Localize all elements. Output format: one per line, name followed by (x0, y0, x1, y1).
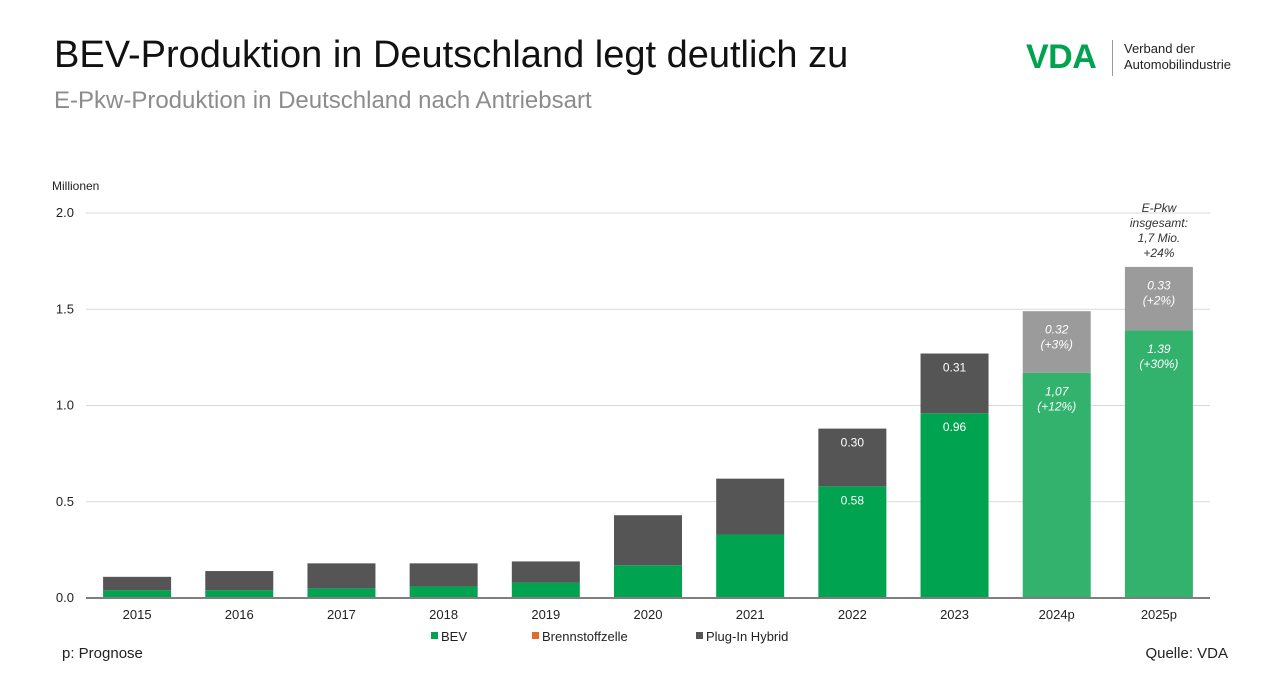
logo-text-line2: Automobilindustrie (1124, 57, 1231, 72)
total-annotation: E-Pkw (1142, 201, 1178, 215)
bar-bev-2020 (614, 565, 682, 598)
bar-bev-2024p (1022, 372, 1091, 598)
bar-phev-2020 (614, 515, 682, 566)
y-axis-label: Millionen (52, 179, 99, 193)
x-tick-label: 2019 (531, 607, 560, 622)
data-label-phev: (+3%) (1041, 338, 1073, 352)
data-label-phev: 0.33 (1147, 278, 1171, 292)
bar-bev-2017 (307, 588, 376, 598)
legend-label: Brennstoffzelle (542, 629, 628, 644)
data-label-bev: 1.39 (1147, 342, 1171, 356)
legend-label: Plug-In Hybrid (706, 629, 788, 644)
legend-swatch (532, 632, 539, 639)
logo-text-line1: Verband der (1124, 41, 1195, 56)
data-label-phev: (+2%) (1143, 293, 1175, 307)
bar-phev-2025p (1124, 266, 1193, 331)
page-subtitle: E-Pkw-Produktion in Deutschland nach Ant… (54, 87, 592, 114)
y-tick-label: 2.0 (56, 205, 74, 220)
bar-phev-2019 (511, 561, 580, 583)
bar-bev-2021 (716, 534, 785, 598)
bar-phev-2022 (818, 428, 887, 487)
data-label-phev: 0.30 (841, 436, 865, 450)
total-annotation: 1,7 Mio. (1138, 231, 1181, 245)
bar-phev-2023 (920, 353, 989, 414)
bar-bev-2018 (409, 586, 478, 598)
x-tick-label: 2018 (429, 607, 458, 622)
bar-bev-2023 (920, 413, 989, 598)
total-annotation: +24% (1143, 246, 1174, 260)
bar-phev-2024p (1022, 311, 1091, 373)
bar-phev-2018 (409, 563, 478, 587)
data-label-phev: 0.32 (1045, 323, 1069, 337)
bar-bev-2025p (1124, 330, 1193, 598)
data-label-bev: 1,07 (1045, 384, 1070, 398)
y-tick-label: 1.5 (56, 301, 74, 316)
x-tick-label: 2020 (634, 607, 663, 622)
bar-phev-2016 (205, 571, 274, 591)
x-tick-label: 2017 (327, 607, 356, 622)
bar-bev-2022 (818, 486, 887, 598)
x-tick-label: 2021 (736, 607, 765, 622)
bar-phev-2017 (307, 563, 376, 589)
logo-text: Verband der Automobilindustrie (1124, 41, 1231, 73)
x-tick-label: 2025p (1141, 607, 1177, 622)
x-tick-label: 2015 (123, 607, 152, 622)
page-title: BEV-Produktion in Deutschland legt deutl… (54, 34, 849, 76)
data-label-phev: 0.31 (943, 361, 967, 375)
bar-bev-2016 (205, 590, 274, 598)
bar-bev-2019 (511, 582, 580, 598)
x-tick-label: 2023 (940, 607, 969, 622)
legend-swatch (431, 632, 438, 639)
total-annotation: insgesamt: (1130, 216, 1188, 230)
bar-bev-2015 (103, 590, 172, 598)
logo-divider (1112, 40, 1113, 76)
y-tick-label: 0.5 (56, 494, 74, 509)
data-label-bev: (+12%) (1037, 399, 1076, 413)
y-tick-label: 1.0 (56, 398, 74, 413)
y-tick-label: 0.0 (56, 590, 74, 605)
bar-phev-2021 (716, 478, 785, 535)
legend-label: BEV (441, 629, 467, 644)
data-label-bev: (+30%) (1139, 357, 1178, 371)
footnote: p: Prognose (62, 645, 143, 662)
x-tick-label: 2016 (225, 607, 254, 622)
source-note: Quelle: VDA (1145, 645, 1228, 662)
data-label-bev: 0.96 (943, 420, 967, 434)
legend-swatch (696, 632, 703, 639)
x-tick-label: 2024p (1039, 607, 1075, 622)
x-tick-label: 2022 (838, 607, 867, 622)
logo-mark: VDA (1026, 38, 1097, 76)
data-label-bev: 0.58 (841, 493, 865, 507)
bar-phev-2015 (103, 576, 172, 591)
